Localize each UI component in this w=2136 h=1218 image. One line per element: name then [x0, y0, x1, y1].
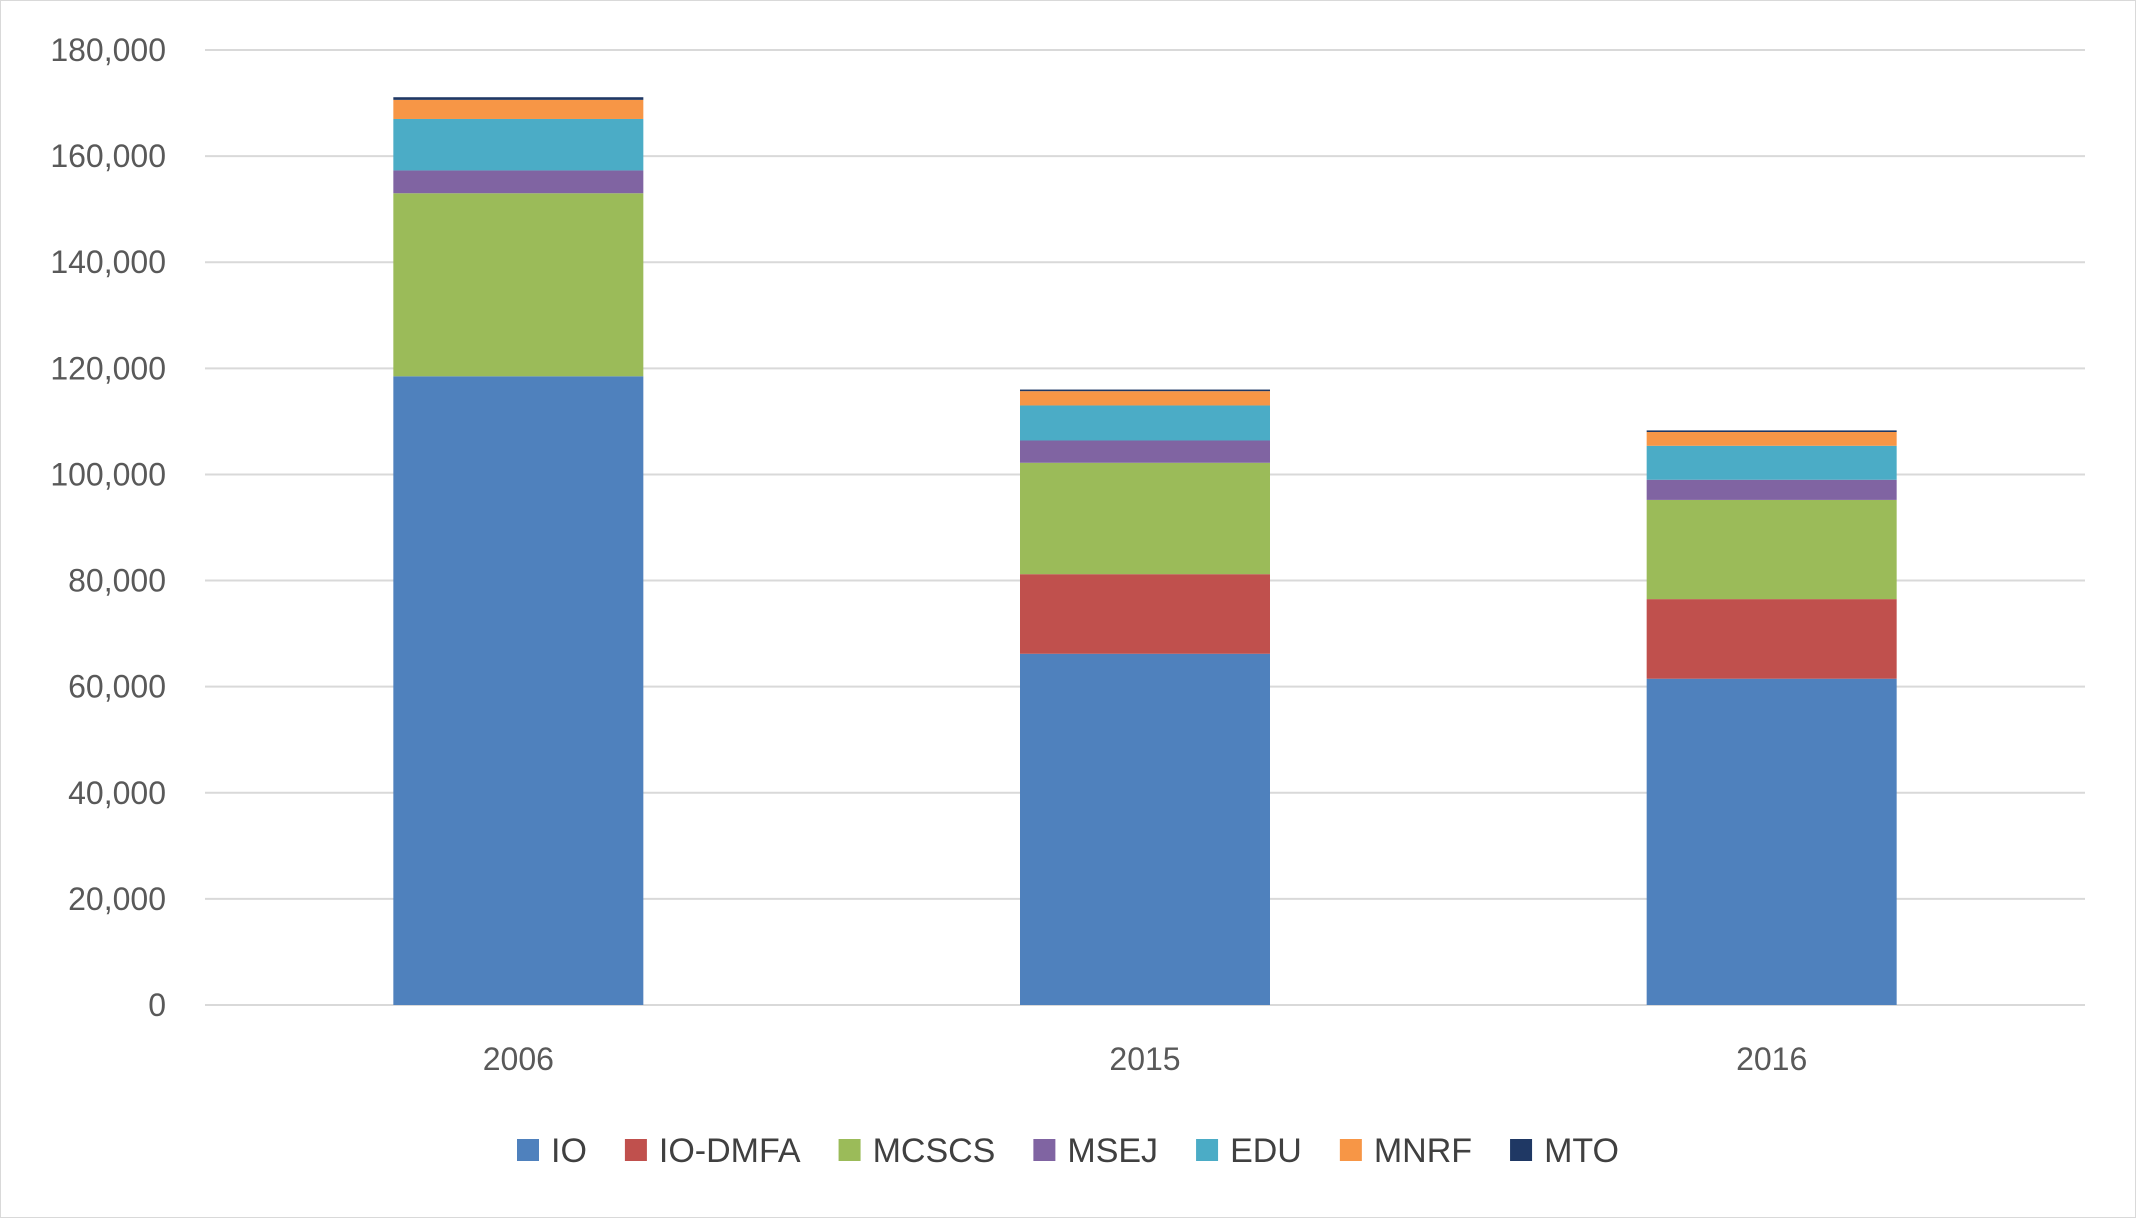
y-tick-label: 100,000	[50, 456, 166, 492]
legend-label-edu: EDU	[1230, 1132, 1302, 1170]
bar-segment-edu-2016	[1646, 445, 1897, 480]
bar-segment-edu-2015	[1020, 405, 1270, 441]
bar-segment-io-2015	[1020, 653, 1270, 1005]
legend-label-mnrf: MNRF	[1374, 1132, 1472, 1170]
legend-swatch-io-dmfa	[624, 1139, 647, 1161]
y-axis-tick-labels: 0 20,000 40,000 60,000 80,000 100,000 120,000 1…	[50, 32, 166, 1023]
legend-swatch-mcscs	[838, 1139, 861, 1161]
bar-segment-mnrf-2016	[1646, 432, 1897, 446]
legend: IO IO-DMFA MCSCS MSEJ EDU MNRF MTO	[517, 1132, 1619, 1170]
y-tick-label: 80,000	[68, 563, 166, 599]
bar-segment-io-2006	[393, 376, 644, 1006]
bar-segment-mto-2016	[1646, 430, 1897, 432]
legend-label-io: IO	[551, 1132, 587, 1170]
bar-segment-msej-2015	[1020, 440, 1270, 463]
bar-segment-io-2016	[1646, 678, 1897, 1005]
bar-segment-mnrf-2015	[1020, 391, 1270, 406]
x-tick-label: 2016	[1736, 1041, 1807, 1077]
legend-label-mcscs: MCSCS	[873, 1132, 996, 1170]
legend-label-mto: MTO	[1544, 1132, 1619, 1170]
legend-label-msej: MSEJ	[1067, 1132, 1158, 1170]
legend-label-io-dmfa: IO-DMFA	[659, 1132, 801, 1170]
bar-segment-mcscs-2016	[1646, 499, 1897, 600]
bar-segment-mto-2006	[393, 97, 644, 100]
y-tick-label: 180,000	[50, 32, 166, 68]
legend-swatch-mnrf	[1339, 1139, 1362, 1161]
bar-segment-mnrf-2006	[393, 99, 644, 119]
x-tick-label: 2006	[483, 1041, 554, 1077]
legend-swatch-io	[517, 1139, 539, 1161]
bar-segment-mcscs-2015	[1020, 462, 1270, 575]
y-tick-label: 20,000	[68, 881, 166, 917]
bar-segment-msej-2016	[1646, 479, 1897, 500]
bar-segment-io-dmfa-2015	[1020, 574, 1270, 654]
legend-swatch-msej	[1033, 1139, 1056, 1161]
x-tick-label: 2015	[1109, 1041, 1180, 1077]
bar-segment-edu-2006	[393, 118, 644, 171]
legend-swatch-edu	[1196, 1139, 1219, 1161]
y-tick-label: 140,000	[50, 244, 166, 280]
bar-segment-mcscs-2006	[393, 193, 644, 377]
y-tick-label: 120,000	[50, 350, 166, 386]
x-axis-tick-labels: 2006 2015 2016	[483, 1041, 1808, 1077]
bar-segment-msej-2006	[393, 170, 644, 194]
bar-segment-mto-2015	[1020, 389, 1270, 392]
bars	[393, 97, 1897, 1006]
y-tick-label: 0	[148, 987, 166, 1023]
bar-segment-io-dmfa-2016	[1646, 599, 1897, 679]
y-tick-label: 60,000	[68, 669, 166, 705]
y-tick-label: 160,000	[50, 138, 166, 174]
y-tick-label: 40,000	[68, 775, 166, 811]
legend-swatch-mto	[1510, 1139, 1533, 1161]
